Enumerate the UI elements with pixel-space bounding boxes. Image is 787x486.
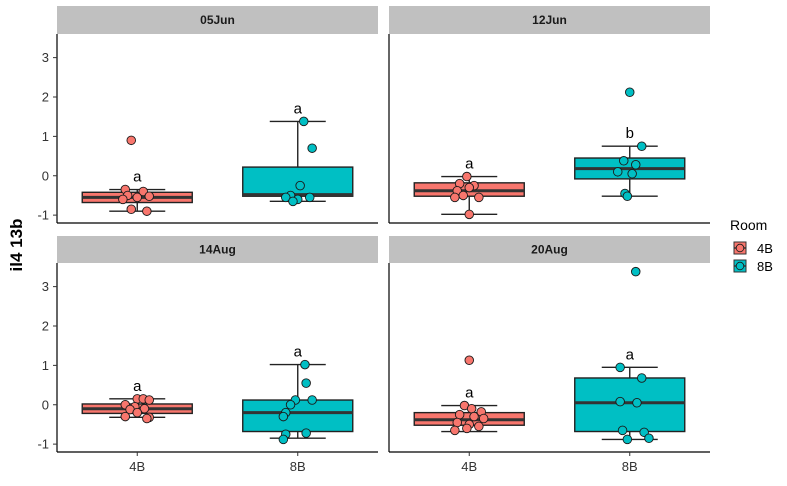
data-point [278,434,289,445]
data-point [464,182,475,193]
facet-strip-label: 12Jun [532,13,567,27]
y-tick-label: 2 [42,319,49,334]
data-point [126,135,136,146]
box-8B [574,377,686,433]
legend-key-point [735,243,745,253]
data-point [474,421,484,432]
data-point [617,425,628,436]
significance-letter: a [294,344,303,361]
data-point [132,407,142,418]
x-tick-label: 8B [622,459,638,474]
significance-letter: b [626,125,634,142]
data-point [462,423,472,434]
data-point [462,171,472,182]
significance-letter: a [133,169,142,186]
data-point [631,159,641,170]
data-point [631,266,641,277]
data-point [644,433,654,443]
y-tick-label: 2 [42,90,49,105]
significance-letter: a [626,346,635,363]
data-point [613,167,623,177]
significance-letter: a [465,156,474,173]
data-point [637,141,647,151]
y-tick-label: -1 [37,208,49,223]
data-point [627,169,637,179]
data-point [120,411,130,422]
data-point [458,190,469,201]
data-point [132,192,142,203]
data-point [295,180,305,191]
legend-label: 4B [757,241,773,256]
facet-strip-label: 14Aug [199,243,236,257]
data-point [278,411,289,422]
y-axis-title: il4 13b [7,219,26,272]
data-point [142,206,152,216]
legend-title: Room [730,217,767,233]
data-point [466,403,477,414]
data-point [301,428,311,438]
legend-key-point [735,261,745,271]
box-8B [242,399,354,433]
facet-strip [57,236,378,263]
facet-strip-label: 05Jun [200,13,235,27]
data-point [126,204,136,214]
facet-strip-label: 20Aug [531,243,568,257]
data-point [118,194,128,205]
data-point [619,156,629,166]
y-tick-label: 0 [42,397,49,412]
data-point [615,396,625,407]
x-tick-label: 4B [461,459,477,474]
data-point [622,191,633,201]
data-point [469,411,479,422]
significance-letter: a [133,378,142,395]
y-tick-label: 3 [42,50,49,65]
data-point [305,192,315,203]
y-tick-label: 0 [42,168,49,183]
data-point [478,413,489,424]
data-point [301,378,311,388]
data-point [622,434,633,445]
data-point [454,409,465,420]
data-point [288,196,298,207]
data-point [464,209,475,220]
facet-strip [389,6,710,34]
data-point [464,355,475,366]
y-tick-label: 1 [42,129,49,144]
y-tick-label: -1 [37,437,49,452]
x-tick-label: 4B [129,459,145,474]
facet-strip [389,236,710,263]
data-point [299,116,309,127]
data-point [144,395,154,405]
data-point [139,403,150,414]
y-tick-label: 3 [42,279,49,294]
data-point [474,192,484,203]
data-point [450,192,460,203]
data-point [285,400,296,410]
legend-label: 8B [757,259,773,274]
facet-strip [57,6,378,34]
data-point [142,413,152,424]
data-point [144,191,154,201]
data-point [637,373,647,383]
data-point [450,425,460,436]
significance-letter: a [465,385,474,402]
data-point [625,87,635,98]
x-tick-label: 8B [290,459,306,474]
data-point [281,192,291,203]
data-point [307,143,317,153]
significance-letter: a [294,100,303,117]
y-tick-label: 1 [42,358,49,373]
data-point [300,359,310,370]
data-point [452,417,463,428]
data-point [307,395,317,405]
data-point [615,362,625,373]
data-point [632,398,642,408]
